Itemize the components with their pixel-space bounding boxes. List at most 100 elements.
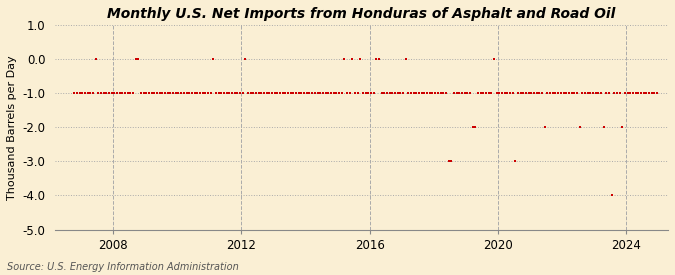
Point xyxy=(585,91,595,95)
Point xyxy=(173,91,184,95)
Point xyxy=(250,91,261,95)
Point xyxy=(176,91,186,95)
Point xyxy=(408,91,419,95)
Point xyxy=(475,91,486,95)
Point xyxy=(441,91,452,95)
Point xyxy=(267,91,277,95)
Point xyxy=(170,91,181,95)
Point xyxy=(467,125,478,130)
Point xyxy=(194,91,205,95)
Point xyxy=(197,91,208,95)
Point xyxy=(545,91,556,95)
Point xyxy=(230,91,240,95)
Text: Source: U.S. Energy Information Administration: Source: U.S. Energy Information Administ… xyxy=(7,262,238,272)
Point xyxy=(96,91,107,95)
Point xyxy=(389,91,400,95)
Point xyxy=(462,91,472,95)
Point xyxy=(111,91,122,95)
Point xyxy=(395,91,406,95)
Point xyxy=(304,91,315,95)
Point xyxy=(556,91,566,95)
Point xyxy=(240,57,250,61)
Point xyxy=(245,91,256,95)
Point xyxy=(221,91,232,95)
Point xyxy=(325,91,336,95)
Point xyxy=(224,91,235,95)
Point xyxy=(369,91,379,95)
Point xyxy=(242,91,253,95)
Point xyxy=(448,91,459,95)
Point xyxy=(165,91,176,95)
Point xyxy=(572,91,583,95)
Point xyxy=(486,91,497,95)
Point xyxy=(628,91,639,95)
Point xyxy=(443,159,454,164)
Point xyxy=(264,91,275,95)
Point xyxy=(649,91,660,95)
Point xyxy=(580,91,591,95)
Point xyxy=(593,91,603,95)
Point xyxy=(425,91,435,95)
Point xyxy=(331,91,342,95)
Point xyxy=(481,91,491,95)
Point xyxy=(641,91,652,95)
Point xyxy=(577,91,588,95)
Point xyxy=(360,91,371,95)
Point xyxy=(272,91,283,95)
Point xyxy=(518,91,529,95)
Point xyxy=(454,91,464,95)
Point xyxy=(256,91,267,95)
Point xyxy=(202,91,213,95)
Point xyxy=(512,91,523,95)
Point xyxy=(136,91,146,95)
Point xyxy=(502,91,513,95)
Point xyxy=(366,91,377,95)
Point xyxy=(85,91,96,95)
Point xyxy=(497,91,508,95)
Point xyxy=(553,91,564,95)
Point xyxy=(523,91,534,95)
Point xyxy=(302,91,313,95)
Point xyxy=(620,91,630,95)
Point xyxy=(291,91,302,95)
Point xyxy=(617,125,628,130)
Point xyxy=(630,91,641,95)
Point xyxy=(374,57,385,61)
Point xyxy=(186,91,197,95)
Point xyxy=(547,91,558,95)
Point xyxy=(595,91,606,95)
Point xyxy=(603,91,614,95)
Point xyxy=(639,91,649,95)
Point xyxy=(510,159,521,164)
Point xyxy=(160,91,171,95)
Point xyxy=(350,91,360,95)
Point xyxy=(227,91,238,95)
Point xyxy=(138,91,149,95)
Point xyxy=(550,91,561,95)
Point xyxy=(622,91,633,95)
Point xyxy=(339,57,350,61)
Point xyxy=(200,91,211,95)
Point xyxy=(152,91,163,95)
Point xyxy=(633,91,644,95)
Point xyxy=(232,91,243,95)
Point xyxy=(614,91,625,95)
Point xyxy=(489,57,500,61)
Point xyxy=(363,91,374,95)
Point xyxy=(269,91,280,95)
Point xyxy=(606,193,617,198)
Point xyxy=(312,91,323,95)
Point xyxy=(590,91,601,95)
Point xyxy=(427,91,438,95)
Point xyxy=(323,91,333,95)
Point xyxy=(534,91,545,95)
Point xyxy=(163,91,173,95)
Point xyxy=(574,125,585,130)
Point xyxy=(93,91,104,95)
Point xyxy=(647,91,657,95)
Point xyxy=(286,91,296,95)
Point xyxy=(306,91,317,95)
Point xyxy=(598,125,609,130)
Point xyxy=(157,91,168,95)
Point xyxy=(355,57,366,61)
